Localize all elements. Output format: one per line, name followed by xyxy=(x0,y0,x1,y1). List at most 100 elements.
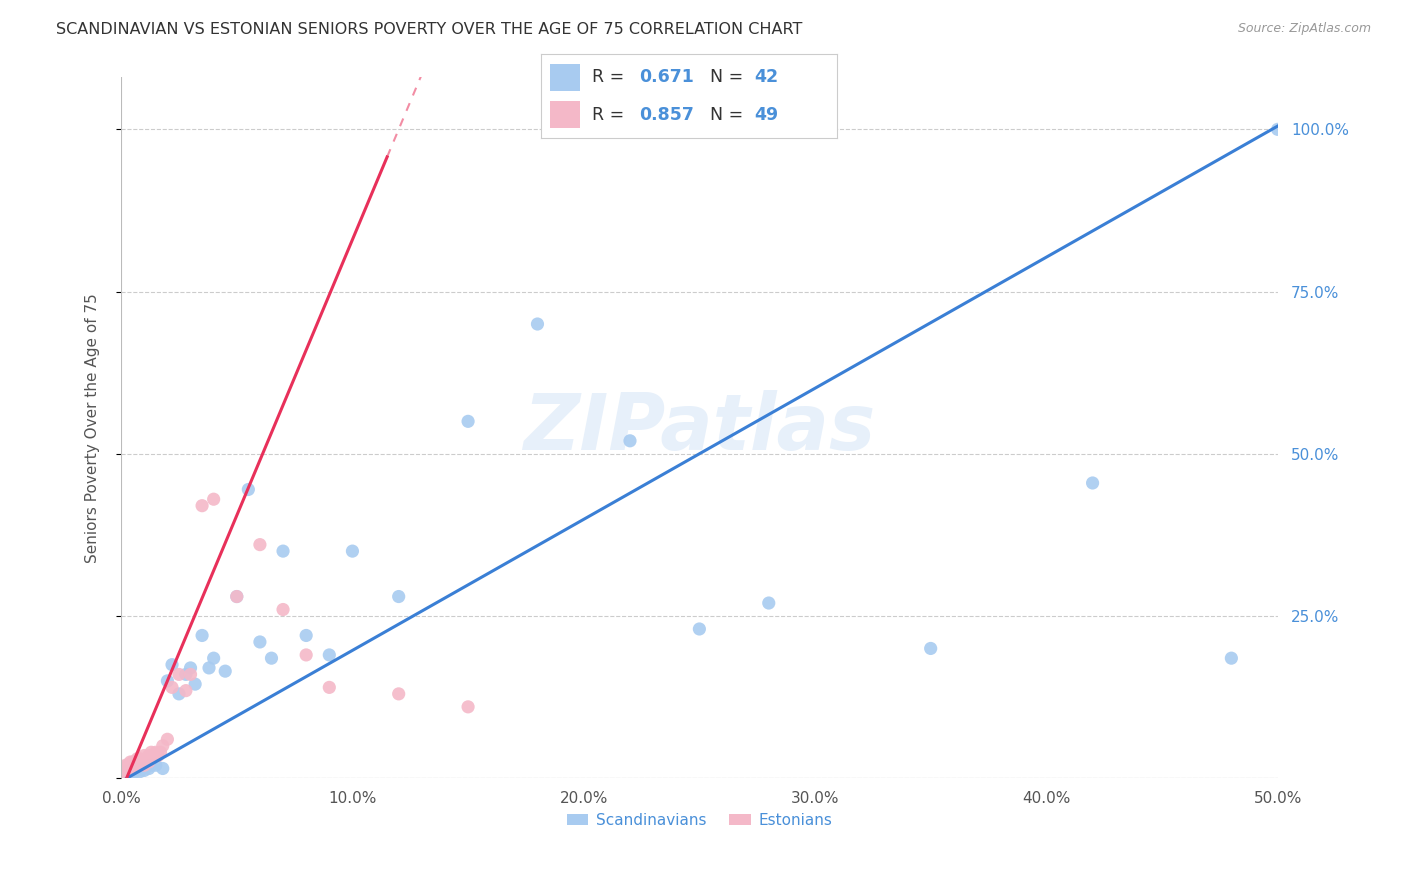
Point xyxy=(120,762,142,776)
Point xyxy=(920,641,942,656)
Point xyxy=(121,758,143,772)
Point xyxy=(271,602,294,616)
Point xyxy=(135,752,157,766)
Point xyxy=(1267,122,1289,136)
Point xyxy=(121,766,143,780)
Point xyxy=(128,764,150,779)
Point xyxy=(120,764,142,778)
Point xyxy=(271,544,294,558)
Point xyxy=(131,755,153,769)
Point xyxy=(156,732,179,747)
Point xyxy=(202,492,225,507)
Point xyxy=(619,434,641,448)
Point xyxy=(114,764,136,779)
Point xyxy=(114,762,136,776)
Point xyxy=(152,762,174,776)
Point xyxy=(127,758,149,772)
Point xyxy=(141,758,163,772)
Point xyxy=(1220,651,1243,665)
Point xyxy=(198,661,221,675)
Text: R =: R = xyxy=(592,69,630,87)
Point xyxy=(127,752,149,766)
Point xyxy=(388,687,411,701)
Point xyxy=(191,499,214,513)
Point xyxy=(758,596,780,610)
Point xyxy=(167,687,190,701)
Point xyxy=(124,764,146,779)
Point xyxy=(318,681,340,695)
Point xyxy=(318,648,340,662)
Text: R =: R = xyxy=(592,105,630,123)
Point xyxy=(141,745,163,759)
Point xyxy=(526,317,548,331)
Point xyxy=(174,667,197,681)
Point xyxy=(114,758,136,772)
Point xyxy=(124,755,146,769)
Point xyxy=(117,758,139,772)
Point xyxy=(121,755,143,769)
Point xyxy=(114,764,136,779)
Point xyxy=(160,657,183,672)
Text: 0.857: 0.857 xyxy=(638,105,693,123)
Text: ZIPatlas: ZIPatlas xyxy=(523,390,876,466)
Point xyxy=(112,768,135,782)
Point xyxy=(174,683,197,698)
Point xyxy=(342,544,364,558)
Point xyxy=(134,758,156,772)
Bar xyxy=(550,63,579,91)
Point xyxy=(142,748,165,763)
Point xyxy=(117,766,139,780)
Text: N =: N = xyxy=(710,69,748,87)
Point xyxy=(145,745,167,759)
Point xyxy=(145,758,167,772)
Point xyxy=(134,764,156,778)
Point xyxy=(121,762,143,776)
Point xyxy=(111,766,134,780)
Point xyxy=(457,414,479,428)
Point xyxy=(112,762,135,776)
Point xyxy=(180,661,202,675)
Text: N =: N = xyxy=(710,105,748,123)
Y-axis label: Seniors Poverty Over the Age of 75: Seniors Poverty Over the Age of 75 xyxy=(86,293,100,563)
Point xyxy=(134,748,156,763)
Point xyxy=(388,590,411,604)
Point xyxy=(260,651,283,665)
Text: Source: ZipAtlas.com: Source: ZipAtlas.com xyxy=(1237,22,1371,36)
Point xyxy=(152,739,174,753)
Point xyxy=(117,762,139,776)
Point xyxy=(688,622,710,636)
Point xyxy=(167,667,190,681)
Legend: Scandinavians, Estonians: Scandinavians, Estonians xyxy=(561,806,838,834)
Point xyxy=(111,768,134,782)
Point xyxy=(156,673,179,688)
Point xyxy=(120,755,142,769)
Point xyxy=(457,699,479,714)
Point xyxy=(114,764,136,779)
Point xyxy=(180,667,202,681)
Point xyxy=(124,758,146,772)
Bar xyxy=(550,101,579,128)
Point xyxy=(191,628,214,642)
Point xyxy=(1081,475,1104,490)
Point xyxy=(295,628,318,642)
Point xyxy=(225,590,247,604)
Text: SCANDINAVIAN VS ESTONIAN SENIORS POVERTY OVER THE AGE OF 75 CORRELATION CHART: SCANDINAVIAN VS ESTONIAN SENIORS POVERTY… xyxy=(56,22,803,37)
Point xyxy=(249,538,271,552)
Point xyxy=(127,764,149,778)
Point xyxy=(128,755,150,769)
Point xyxy=(214,664,236,678)
Point xyxy=(117,764,139,779)
Point xyxy=(225,590,247,604)
Point xyxy=(138,762,160,776)
Point xyxy=(238,483,260,497)
Text: 42: 42 xyxy=(754,69,778,87)
Point xyxy=(138,755,160,769)
Point xyxy=(111,764,134,779)
Point xyxy=(160,681,183,695)
Point xyxy=(138,748,160,763)
Point xyxy=(295,648,318,662)
Point xyxy=(149,745,172,759)
Point xyxy=(131,762,153,776)
Point xyxy=(128,752,150,766)
Point xyxy=(249,635,271,649)
